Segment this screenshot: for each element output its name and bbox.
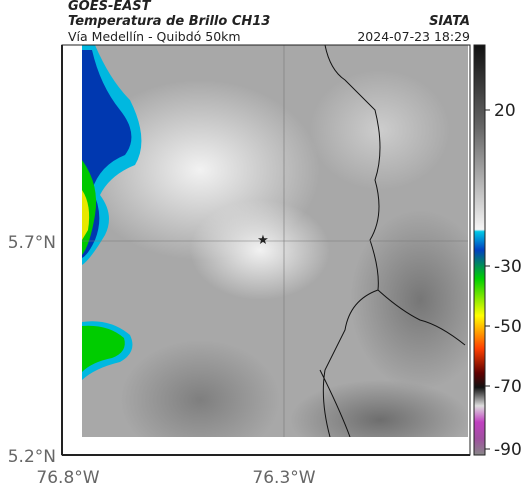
colorbar-label: -90 <box>494 440 522 460</box>
colorbar-label: -70 <box>494 377 522 397</box>
route: Vía Medellín - Quibdó 50km <box>68 29 241 44</box>
timestamp: 2024-07-23 18:29 <box>357 29 470 44</box>
lon-label: 76.3°W <box>252 468 315 488</box>
city-marker: ★ <box>257 233 269 248</box>
colorbar-label: -50 <box>494 317 522 337</box>
source: SIATA <box>429 14 470 29</box>
title: GOES-EAST <box>68 0 152 14</box>
lat-label: 5.7°N <box>8 233 56 253</box>
colorbar-label: -30 <box>494 257 522 277</box>
subtitle: Temperatura de Brillo CH13 <box>68 14 270 29</box>
colorbar-label: 20 <box>494 101 516 121</box>
satellite-image: ★ <box>82 45 468 437</box>
colorbar <box>473 44 486 456</box>
lat-label: 5.2°N <box>8 447 56 467</box>
lon-label: 76.8°W <box>36 468 99 488</box>
colorbar-ticks: 20 -30 -50 -70 -90 <box>485 101 522 460</box>
